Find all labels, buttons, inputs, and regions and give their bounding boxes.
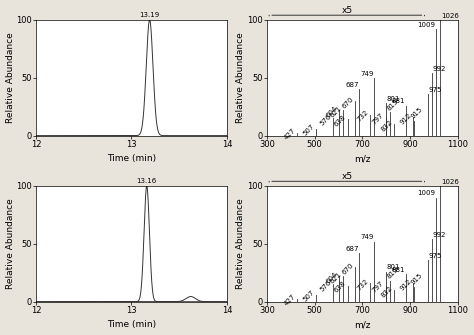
- Text: 797: 797: [371, 112, 385, 126]
- Text: 670: 670: [341, 95, 355, 109]
- Text: 507: 507: [302, 123, 316, 137]
- Text: 832: 832: [380, 285, 393, 298]
- Text: 992: 992: [433, 66, 446, 72]
- X-axis label: Time (min): Time (min): [107, 154, 156, 163]
- Y-axis label: Relative Abundance: Relative Abundance: [6, 198, 15, 289]
- Text: 604: 604: [325, 105, 339, 119]
- Text: 604: 604: [325, 271, 339, 284]
- Text: x5: x5: [341, 172, 352, 181]
- Text: 915: 915: [410, 106, 424, 119]
- Text: 801: 801: [387, 264, 401, 270]
- Text: 687: 687: [345, 246, 359, 252]
- Text: 732: 732: [356, 109, 370, 123]
- Text: 975: 975: [428, 87, 442, 93]
- Text: 507: 507: [302, 289, 316, 303]
- Text: x5: x5: [341, 6, 352, 15]
- Text: 912: 912: [399, 112, 412, 125]
- Text: 13.19: 13.19: [139, 11, 160, 17]
- Text: 1026: 1026: [441, 13, 459, 19]
- Text: 881: 881: [392, 267, 405, 273]
- Y-axis label: Relative Abundance: Relative Abundance: [6, 32, 15, 123]
- Text: 1026: 1026: [441, 179, 459, 185]
- Text: 1009: 1009: [417, 22, 435, 28]
- Text: 797: 797: [371, 280, 385, 294]
- Text: 621: 621: [329, 105, 343, 119]
- X-axis label: m/z: m/z: [354, 154, 371, 163]
- Text: 749: 749: [360, 234, 374, 240]
- X-axis label: Time (min): Time (min): [107, 321, 156, 329]
- Y-axis label: Relative Abundance: Relative Abundance: [237, 32, 246, 123]
- Text: 638: 638: [333, 280, 347, 294]
- Text: 576: 576: [319, 279, 332, 293]
- Text: 815: 815: [386, 97, 400, 111]
- Text: 801: 801: [387, 96, 401, 102]
- Text: 687: 687: [345, 82, 359, 88]
- Text: 912: 912: [399, 278, 412, 291]
- Text: 13.16: 13.16: [137, 178, 157, 184]
- Text: 732: 732: [356, 278, 370, 291]
- Text: 749: 749: [360, 71, 374, 77]
- Text: 915: 915: [410, 272, 424, 285]
- Y-axis label: Relative Abundance: Relative Abundance: [237, 198, 246, 289]
- Text: 638: 638: [333, 114, 347, 128]
- Text: 815: 815: [386, 266, 400, 280]
- Text: 427: 427: [283, 293, 297, 307]
- Text: 1009: 1009: [417, 190, 435, 196]
- Text: 576: 576: [319, 113, 332, 127]
- Text: 992: 992: [433, 232, 446, 238]
- Text: 975: 975: [428, 253, 442, 259]
- Text: 621: 621: [329, 271, 343, 284]
- Text: 670: 670: [341, 262, 355, 275]
- Text: 832: 832: [380, 119, 393, 132]
- X-axis label: m/z: m/z: [354, 321, 371, 329]
- Text: 881: 881: [392, 98, 405, 104]
- Text: 427: 427: [283, 127, 297, 141]
